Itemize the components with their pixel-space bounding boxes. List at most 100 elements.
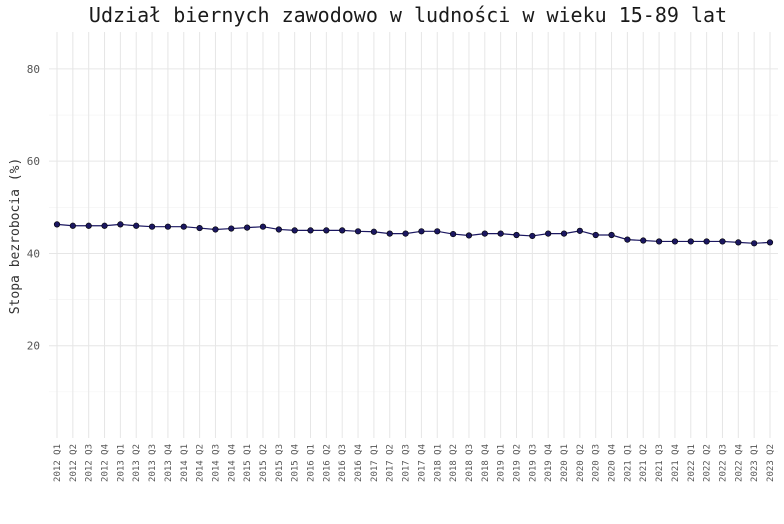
data-point [766, 239, 774, 246]
data-point [228, 225, 235, 232]
x-tick-label: 2022 Q4 [734, 444, 744, 482]
data-point [545, 230, 552, 237]
x-tick-label: 2018 Q3 [465, 444, 475, 482]
x-tick-label: 2017 Q2 [386, 444, 396, 482]
x-tick-label: 2021 Q2 [639, 444, 649, 482]
data-point [751, 240, 758, 247]
data-point [529, 232, 536, 240]
x-tick-label: 2014 Q2 [196, 444, 206, 482]
data-point [244, 224, 251, 231]
x-tick-label: 2023 Q1 [750, 444, 760, 482]
x-tick-label: 2015 Q2 [259, 444, 269, 482]
x-tick-label: 2013 Q3 [148, 444, 158, 482]
data-point [465, 232, 473, 239]
x-tick-label: 2017 Q4 [417, 444, 427, 482]
data-point [148, 223, 156, 230]
data-point [560, 230, 568, 237]
data-point [370, 228, 377, 235]
x-tick-label: 2013 Q2 [132, 444, 142, 482]
x-tick-label: 2020 Q1 [560, 444, 570, 482]
data-point [117, 221, 124, 228]
x-tick-label: 2012 Q3 [85, 444, 95, 482]
y-tick-label: 20 [27, 340, 40, 353]
chart-title: Udział biernych zawodowo w ludności w wi… [89, 3, 727, 27]
data-point [212, 226, 219, 233]
y-axis-title: Stopa bezrobocia (%) [8, 158, 23, 315]
data-point [85, 222, 92, 229]
x-tick-label: 2019 Q3 [528, 444, 538, 482]
x-tick-label: 2014 Q3 [211, 444, 221, 482]
x-tick-label: 2022 Q1 [687, 444, 697, 482]
grid-lines [49, 32, 778, 438]
x-tick-label: 2022 Q2 [703, 444, 713, 482]
series-line [56, 223, 771, 244]
data-point [69, 222, 76, 229]
data-point [307, 227, 314, 234]
data-point [259, 223, 267, 230]
data-point [624, 236, 631, 243]
x-tick-label: 2016 Q2 [322, 444, 332, 482]
y-axis: 20 40 60 80 [27, 63, 40, 353]
x-tick-label: 2013 Q4 [164, 444, 174, 482]
data-point [481, 230, 488, 237]
data-point [180, 223, 187, 230]
x-tick-label: 2018 Q2 [449, 444, 459, 482]
data-point [608, 231, 615, 239]
x-tick-label: 2012 Q2 [69, 444, 79, 482]
data-point [323, 227, 330, 234]
data-point [418, 228, 425, 235]
data-point [576, 227, 583, 234]
data-point [101, 222, 108, 229]
x-tick-label: 2012 Q1 [53, 444, 63, 482]
x-tick-label: 2020 Q3 [592, 444, 602, 482]
data-point [497, 230, 504, 237]
x-tick-label: 2018 Q1 [433, 444, 443, 482]
x-tick-label: 2021 Q3 [655, 444, 665, 482]
data-point [164, 223, 172, 230]
x-tick-label: 2019 Q4 [544, 444, 554, 482]
data-point [386, 230, 393, 237]
data-point [53, 221, 61, 228]
data-point [402, 230, 409, 237]
series-layer [53, 221, 774, 247]
data-point [450, 230, 457, 238]
y-tick-label: 60 [27, 155, 40, 168]
x-tick-label: 2014 Q4 [227, 444, 237, 482]
data-point [513, 231, 520, 239]
x-tick-label: 2018 Q4 [481, 444, 491, 482]
x-tick-label: 2016 Q1 [307, 444, 317, 482]
x-tick-label: 2019 Q1 [497, 444, 507, 482]
x-tick-label: 2023 Q2 [766, 444, 776, 482]
data-point [640, 237, 647, 244]
data-point [339, 227, 346, 234]
data-point [655, 238, 663, 245]
x-tick-label: 2017 Q3 [402, 444, 412, 482]
x-tick-label: 2016 Q3 [338, 444, 348, 482]
data-point [671, 238, 679, 245]
x-tick-label: 2020 Q2 [576, 444, 586, 482]
data-point [719, 238, 726, 245]
x-tick-label: 2021 Q4 [671, 444, 681, 482]
data-point [275, 226, 282, 233]
x-tick-label: 2022 Q3 [718, 444, 728, 482]
x-tick-label: 2016 Q4 [354, 444, 364, 482]
x-tick-label: 2013 Q1 [116, 444, 126, 482]
x-tick-label: 2015 Q4 [291, 444, 301, 482]
data-point [687, 238, 694, 245]
y-tick-label: 40 [27, 247, 40, 260]
x-tick-label: 2014 Q1 [180, 444, 190, 482]
data-point [291, 227, 298, 234]
data-point [434, 228, 441, 235]
data-point [703, 238, 710, 245]
x-tick-label: 2015 Q1 [243, 444, 253, 482]
x-axis: 2012 Q1 2012 Q2 2012 Q3 2012 Q4 2013 Q1 2013 … [53, 444, 776, 482]
data-point [592, 231, 599, 239]
x-tick-label: 2019 Q2 [512, 444, 522, 482]
x-tick-label: 2017 Q1 [370, 444, 380, 482]
y-tick-label: 80 [27, 63, 40, 76]
x-tick-label: 2015 Q3 [275, 444, 285, 482]
data-point [196, 224, 203, 232]
data-point [133, 222, 140, 229]
